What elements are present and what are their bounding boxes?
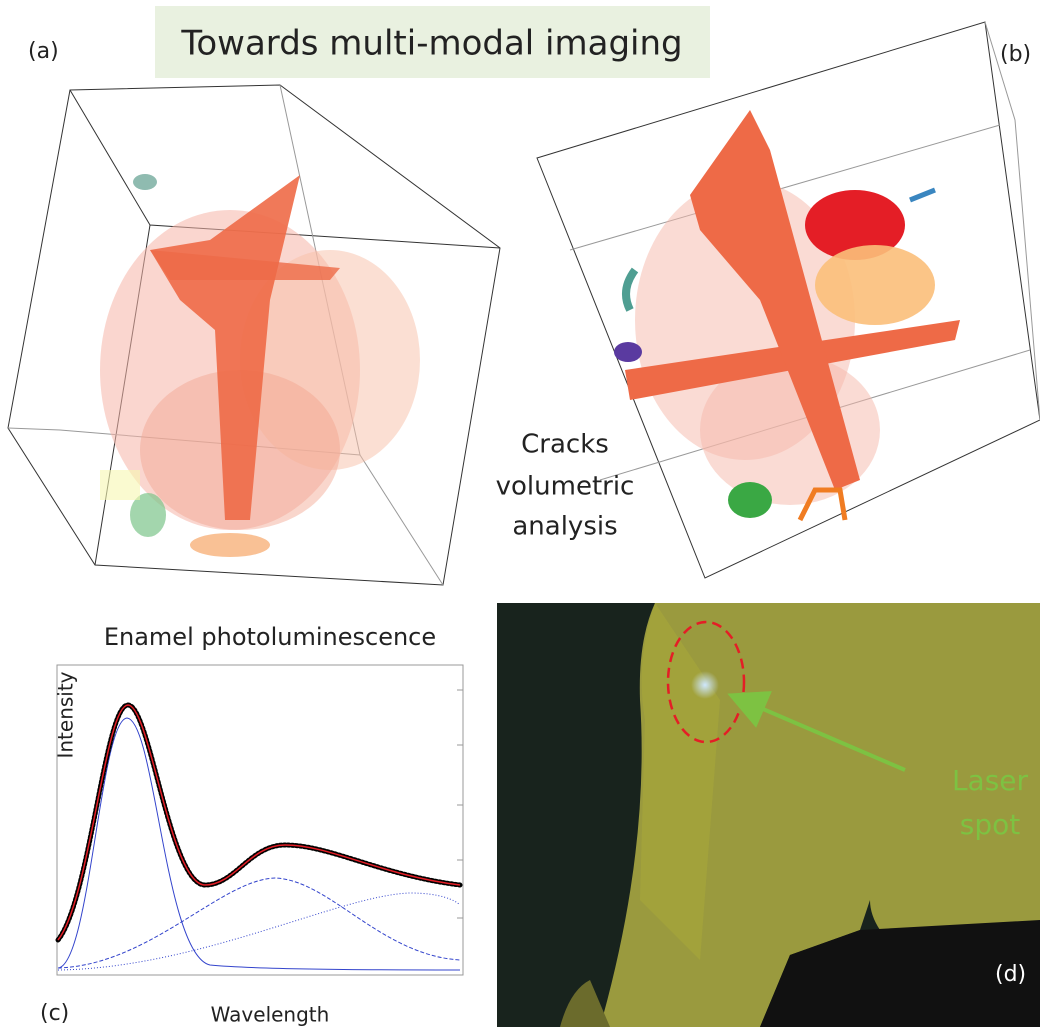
cracks-b <box>614 110 960 520</box>
y-axis-label: Intensity <box>54 671 78 758</box>
annotation-line: spot <box>960 808 1020 841</box>
caption-line: Cracks <box>521 430 609 460</box>
panel-label: (c) <box>40 1001 69 1026</box>
caption-line: volumetric <box>496 472 635 502</box>
caption-b: Cracks volumetric analysis <box>496 430 635 542</box>
panel-label: (a) <box>28 39 59 64</box>
panel-label: (b) <box>1000 42 1031 67</box>
cracks-a <box>100 174 420 557</box>
x-axis-label: Wavelength <box>211 1003 330 1027</box>
figure-canvas: Towards multi-modal imaging (a) (b) <box>0 0 1040 1027</box>
fit-sum <box>58 705 460 940</box>
annotation-line: Laser <box>952 764 1029 797</box>
title: Towards multi-modal imaging <box>180 24 682 64</box>
measured-data <box>58 705 460 940</box>
panel-label: (d) <box>995 962 1026 987</box>
laser-spot <box>691 671 719 699</box>
caption-line: analysis <box>512 512 617 542</box>
chart-title: Enamel photoluminescence <box>104 623 436 651</box>
figure: Towards multi-modal imaging (a) (b) <box>0 0 1040 1027</box>
fit-components <box>58 718 460 970</box>
